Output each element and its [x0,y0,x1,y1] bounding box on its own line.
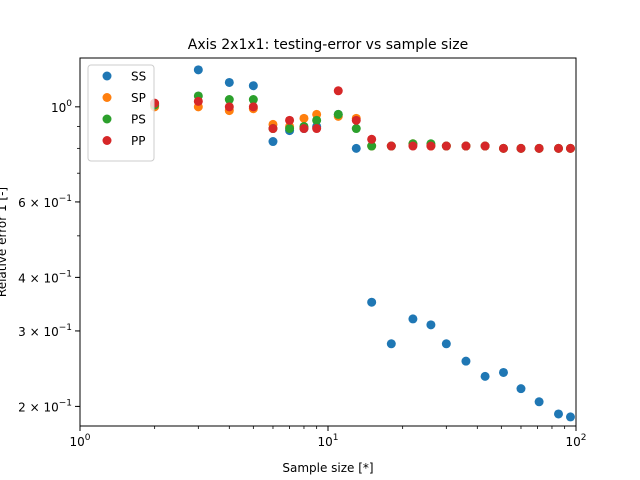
point-ps-2 [224,95,234,105]
point-ss-4 [268,137,278,147]
point-pp-9 [351,115,361,125]
y-tick-label: 6 × 10−1 [18,194,72,210]
point-ps-3 [248,95,258,105]
legend-marker-ps [102,114,112,124]
point-sp-6 [299,113,309,123]
point-pp-14 [441,141,451,151]
point-pp-7 [312,124,322,134]
plot-frame [79,57,577,427]
point-pp-1 [193,96,203,106]
point-pp-10 [367,134,377,144]
point-pp-19 [534,143,544,153]
legend-marker-ss [102,71,112,81]
x-tick-label: 101 [317,433,338,449]
point-ss-3 [248,81,258,91]
point-ss-16 [480,371,490,381]
x-tick-label: 102 [565,433,586,449]
legend-label-ss: SS [131,70,146,84]
series-pp [150,86,575,153]
y-tick-label: 3 × 10−1 [18,323,72,339]
point-pp-5 [285,115,295,125]
point-ss-19 [534,397,544,407]
point-ss-14 [441,339,451,349]
point-pp-21 [565,143,575,153]
point-ss-10 [367,297,377,307]
point-pp-11 [386,141,396,151]
point-ss-1 [193,65,203,75]
legend-label-sp: SP [131,91,146,105]
point-pp-4 [268,124,278,134]
point-ss-2 [224,77,234,87]
legend-marker-pp [102,136,112,145]
point-ss-21 [565,412,575,422]
point-ps-7 [312,115,322,125]
point-ps-9 [351,124,361,134]
point-pp-2 [224,102,234,112]
x-tick-label: 100 [69,433,90,449]
point-ss-12 [408,314,418,324]
point-ss-18 [516,384,526,394]
x-axis-label: Sample size [*] [282,461,373,475]
point-ss-9 [351,143,361,153]
y-tick-label: 100 [51,99,72,115]
y-tick-label: 4 × 10−1 [18,269,72,285]
point-ss-13 [426,320,436,330]
legend-marker-sp [102,93,112,102]
axes: 100 101 102 100 6 × 10−1 4 × 10−1 3 × 10−1 2 × … [18,99,586,449]
y-tick-label: 2 × 10−1 [18,398,72,414]
point-ss-11 [386,339,396,349]
point-ps-5 [285,124,295,134]
y-axis-label: Relative error 1 [-] [0,187,9,297]
chart-title: Axis 2x1x1: testing-error vs sample size [188,37,468,53]
point-pp-13 [426,141,436,151]
point-ss-20 [554,409,563,419]
plot-area [80,58,576,426]
point-ps-8 [333,109,343,119]
point-pp-8 [333,86,343,96]
point-ps-10 [367,141,377,151]
point-ss-15 [461,356,471,366]
point-pp-15 [461,141,471,151]
legend-label-pp: PP [131,134,145,148]
legend: SS SP PS PP [87,64,155,162]
point-pp-16 [480,141,490,151]
data-points [150,65,575,422]
point-pp-20 [554,143,563,153]
point-pp-17 [498,143,508,153]
point-pp-12 [408,141,418,151]
legend-label-ps: PS [131,113,146,127]
point-ss-17 [498,367,508,377]
point-pp-3 [248,102,258,112]
point-pp-18 [516,143,526,153]
point-pp-6 [299,124,309,134]
